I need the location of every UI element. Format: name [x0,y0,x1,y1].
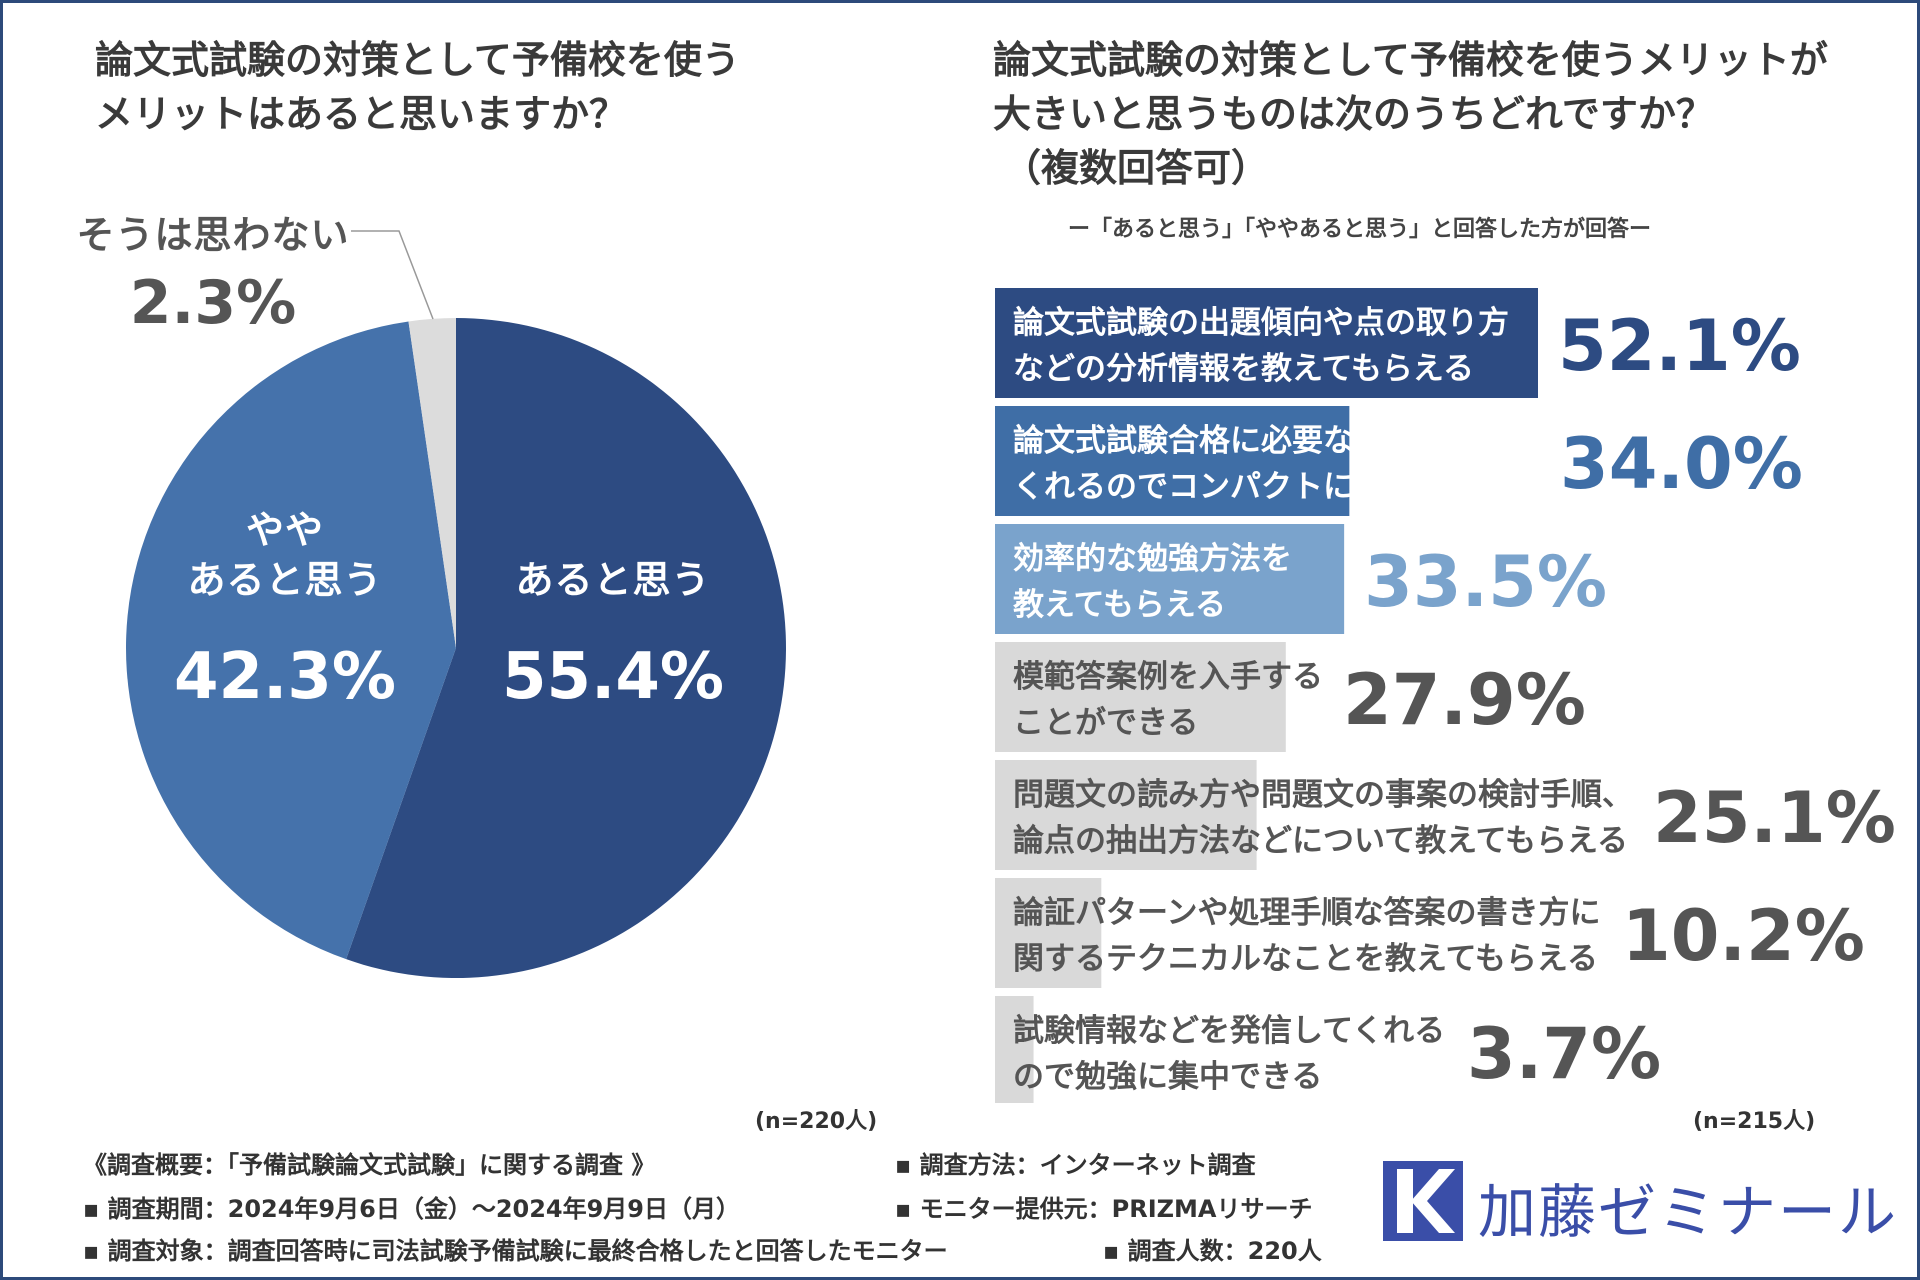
bar-label-1: 論文式試験合格に必要な知識を絞って [1013,423,1538,459]
bar-value-0: 52.1% [1558,305,1801,387]
k-logo-icon [1383,1161,1463,1241]
pie-slice-label-0: あると思う [515,558,710,602]
bar-label-2: 効率的な勉強方法を [1013,541,1292,577]
bar-6 [995,996,1034,1103]
bar-label-3: ことができる [1013,705,1198,741]
logo-text: 加藤ゼミナール [1478,1178,1899,1246]
bar-label-6: 試験情報などを発信してくれる [1013,1013,1445,1049]
bar-title-line3: （複数回答可） [1003,146,1270,190]
pie-title-line1: 論文式試験の対策として予備校を使う [95,38,740,82]
bar-title-line1: 論文式試験の対策として予備校を使うメリットが [993,38,1828,82]
pie-slice-value-1: 42.3% [174,640,396,714]
bar-1 [995,406,1350,516]
bar-label-6: ので勉強に集中できる [1013,1059,1322,1095]
bar-3 [995,642,1286,752]
bar-chart-title: 論文式試験の対策として予備校を使うメリットが 大きいと思うものは次のうちどれです… [993,33,1828,141]
bar-title-line2: 大きいと思うものは次のうちどれですか？ [993,92,1714,136]
pie-slice-label-1: あると思う [187,558,382,602]
pie-title-line2: メリットはあると思いますか？ [95,92,628,136]
bar-value-3: 27.9% [1343,659,1586,741]
survey-period: ▪ 調査期間：2024年9月6日（金）～2024年9月9日（月） [83,1195,741,1223]
bar-label-2: 教えてもらえる [1013,587,1226,623]
bar-value-5: 10.2% [1622,895,1865,977]
bar-label-0: 論文式試験の出題傾向や点の取り方 [1013,305,1509,341]
bar-value-4: 25.1% [1653,777,1896,859]
pie-slice-1 [125,321,457,960]
bar-label-5: 関するテクニカルなことを教えてもらえる [1013,941,1598,977]
bar-chart-note: ー「あると思う」「ややあると思う」と回答した方が回答ー [1068,217,1652,242]
survey-method: ▪ 調査方法：インターネット調査 [895,1151,1256,1179]
survey-provider: ▪ モニター提供元：PRIZMAリサーチ [895,1195,1313,1223]
pie-slice-label-1: やや [246,508,324,552]
pie-slice-label-2: そうは思わない [76,213,349,257]
bar-4 [995,760,1257,870]
bar-value-2: 33.5% [1364,541,1607,623]
bar-label-5: 論証パターンや処理手順な答案の書き方に [1013,895,1600,931]
pie-slice-value-2: 2.3% [130,268,296,338]
pie-sample-size: (n=220人) [755,1109,878,1134]
survey-count: ▪ 調査人数：220人 [1103,1237,1322,1265]
pie-leader-line [351,230,434,320]
bar-sample-size: (n=215人) [1693,1109,1816,1134]
kato-seminar-logo: 加藤ゼミナール [1383,1161,1896,1246]
pie-chart: あると思う 55.4% ややあると思う 42.3% そうは思わない 2.3% [76,213,786,979]
survey-target: ▪ 調査対象：調査回答時に司法試験予備試験に最終合格したと回答したモニター [83,1237,948,1265]
bar-label-4: 論点の抽出方法などについて教えてもらえる [1013,823,1628,859]
pie-slice-0 [346,318,786,979]
pie-slice-2 [408,318,456,648]
bar-2 [995,524,1345,634]
bar-value-6: 3.7% [1467,1013,1661,1095]
bar-label-3: 模範答案例を入手する [1013,659,1323,695]
bar-5 [995,878,1102,988]
bar-label-1: くれるのでコンパクトに勉強ができる [1013,469,1539,505]
bar-value-1: 34.0% [1560,423,1803,505]
survey-overview: 《調査概要：「予備試験論文式試験」に関する調査 》 [83,1151,656,1179]
pie-chart-title: 論文式試験の対策として予備校を使う メリットはあると思いますか？ [95,33,740,141]
bar-label-0: などの分析情報を教えてもらえる [1013,351,1474,387]
pie-slice-value-0: 55.4% [502,640,724,714]
bar-label-4: 問題文の読み方や問題文の事案の検討手順、 [1013,777,1633,813]
bar-0 [995,288,1538,398]
